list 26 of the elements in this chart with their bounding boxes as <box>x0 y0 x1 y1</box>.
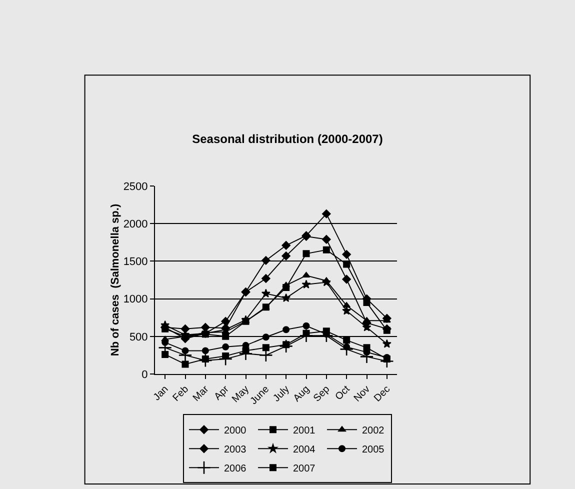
y-tick-label: 1000 <box>123 294 148 306</box>
y-tick-label: 500 <box>129 331 148 344</box>
y-tick-label: 1500 <box>123 256 148 268</box>
legend-label: 2006 <box>224 464 247 475</box>
x-tick-label: Oct <box>333 384 352 403</box>
x-tick-label: Apr <box>212 383 232 403</box>
x-tick-label: Aug <box>292 384 312 404</box>
y-tick-label: 0 <box>142 368 148 381</box>
y-axis-title: Nb of cases (Salmonella sp.) <box>109 204 122 356</box>
x-tick-label: Jan <box>152 384 171 404</box>
legend-label: 2007 <box>293 464 316 475</box>
legend-label: 2002 <box>362 426 385 437</box>
legend-label: 2003 <box>224 444 247 456</box>
x-tick-label: Sep <box>312 384 332 404</box>
x-tick-label: Dec <box>372 384 393 404</box>
chart-title: Seasonal distribution (2000-2007) <box>192 132 383 146</box>
legend-label: 2005 <box>362 444 385 456</box>
legend-label: 2004 <box>293 444 316 456</box>
x-tick-label: July <box>271 384 292 404</box>
x-tick-label: Nov <box>352 384 372 404</box>
legend-label: 2001 <box>293 426 316 437</box>
x-tick-label: Feb <box>170 384 192 404</box>
y-tick-label: 2000 <box>123 218 148 230</box>
legend-label: 2000 <box>224 426 247 437</box>
y-tick-label: 2500 <box>123 180 148 193</box>
x-tick-label: Mar <box>191 383 212 404</box>
